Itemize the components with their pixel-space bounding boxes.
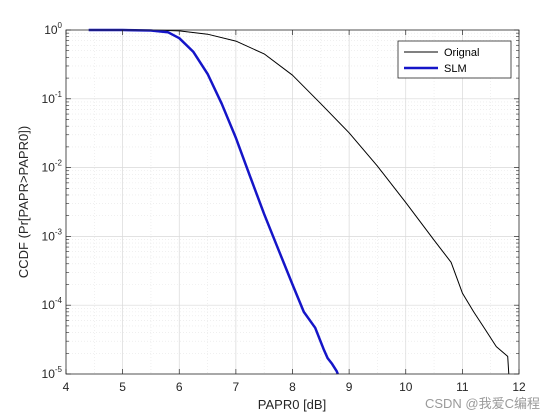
- x-tick-labels: 4 5 6 7 8 9 10 11 12: [63, 380, 526, 394]
- major-grid: [66, 30, 519, 374]
- x-tick-label: 4: [63, 380, 70, 394]
- y-tick-label: 10-1: [42, 90, 63, 106]
- y-tick-label: 10-5: [42, 365, 63, 381]
- x-tick-label: 8: [289, 380, 296, 394]
- x-tick-label: 5: [119, 380, 126, 394]
- y-tick-label: 10-3: [42, 227, 63, 243]
- series-line-slm: [88, 28, 339, 375]
- x-tick-label: 12: [512, 380, 526, 394]
- legend: Orignal SLM: [397, 40, 512, 79]
- legend-box: [397, 40, 512, 79]
- x-axis-label: PAPR0 [dB]: [258, 397, 326, 412]
- x-tick-label: 9: [346, 380, 353, 394]
- x-tick-label: 10: [399, 380, 413, 394]
- x-tick-label: 11: [456, 380, 469, 394]
- series-layer: [88, 28, 510, 375]
- watermark: CSDN @我爱C编程: [425, 396, 540, 411]
- series-line-orignal: [88, 29, 510, 375]
- y-tick-labels: 100 10-1 10-2 10-3 10-4 10-5: [42, 21, 63, 381]
- tick-marks: [65, 29, 520, 375]
- x-tick-label: 6: [176, 380, 183, 394]
- minor-grid: [66, 30, 519, 374]
- x-tick-label: 7: [233, 380, 240, 394]
- y-axis-label: CCDF (Pr[PAPR>PAPR0]): [16, 126, 31, 278]
- legend-label-slm: SLM: [444, 63, 467, 75]
- y-tick-label: 100: [44, 21, 62, 37]
- y-tick-label: 10-4: [42, 296, 63, 312]
- legend-label-orignal: Orignal: [444, 47, 479, 59]
- y-tick-label: 10-2: [42, 159, 63, 175]
